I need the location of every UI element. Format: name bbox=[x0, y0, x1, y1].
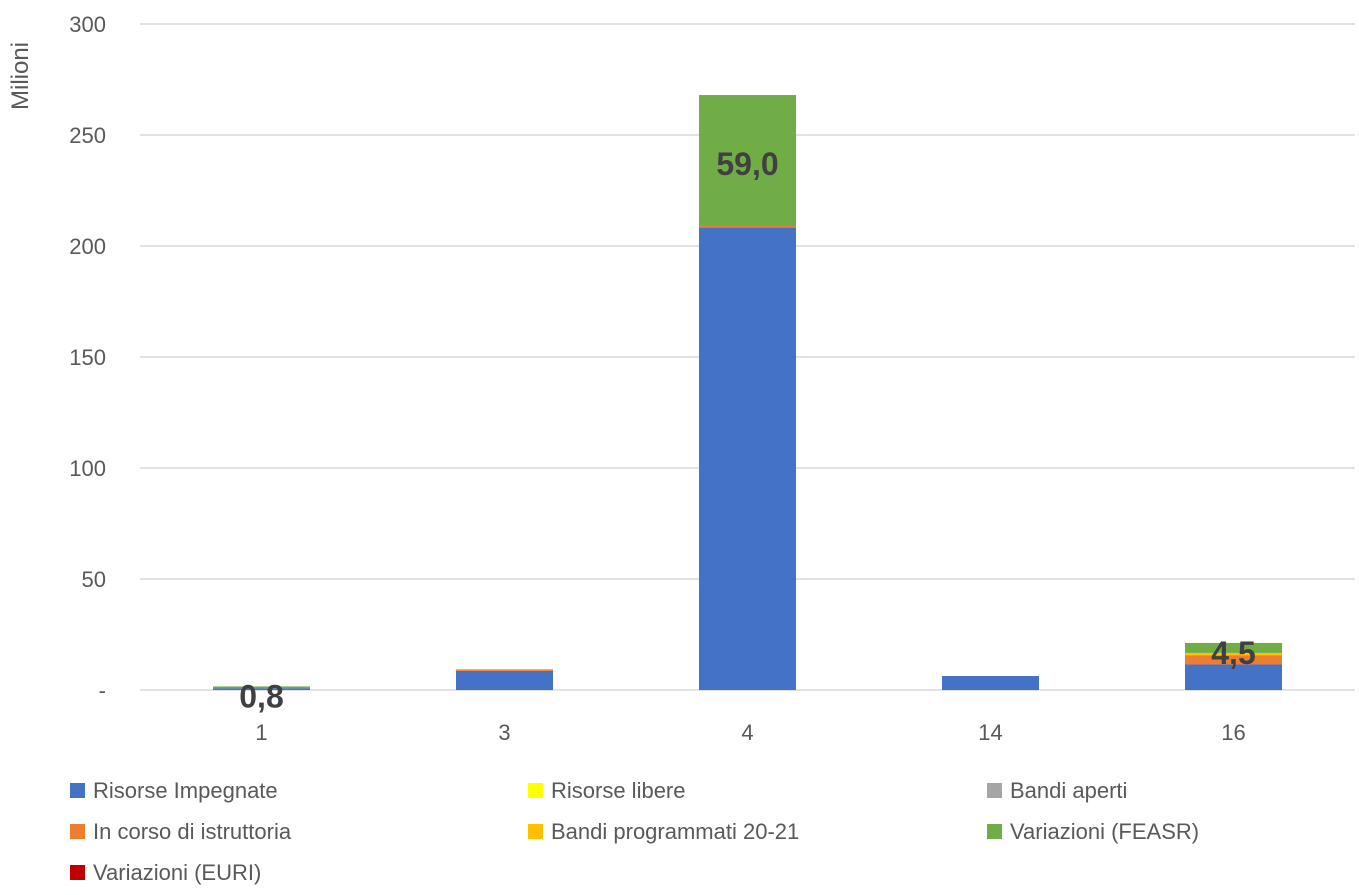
legend-swatch-in-corso-di-istruttoria bbox=[70, 824, 85, 839]
y-tick-label: 250 bbox=[69, 123, 106, 148]
bar-4-variazioni-feasr bbox=[699, 95, 796, 227]
legend-label: Bandi aperti bbox=[1010, 778, 1127, 803]
legend-label: Risorse libere bbox=[551, 778, 686, 803]
bar-3-in-corso-di-istruttoria bbox=[456, 669, 553, 671]
y-tick-label: 50 bbox=[82, 567, 106, 592]
legend-item-variazioni-feasr: Variazioni (FEASR) bbox=[987, 819, 1199, 844]
y-tick-label: 300 bbox=[69, 12, 106, 37]
legend-swatch-bandi-programmati-20-21 bbox=[528, 824, 543, 839]
axes: - 50 100 150 200 250 300 Milioni 1 3 4 14 16 bbox=[7, 12, 1246, 745]
bar-4-risorse-impegnate bbox=[699, 227, 796, 690]
data-label-1: 0,8 bbox=[239, 678, 283, 714]
legend-swatch-risorse-libere bbox=[528, 783, 543, 798]
x-tick-label-14: 14 bbox=[978, 720, 1002, 745]
bar-1-risorse-impegnate bbox=[213, 688, 310, 690]
legend-swatch-variazioni-feasr bbox=[987, 824, 1002, 839]
legend-swatch-risorse-impegnate bbox=[70, 783, 85, 798]
y-tick-label: 200 bbox=[69, 234, 106, 259]
legend: Risorse Impegnate Risorse libere Bandi ape… bbox=[70, 778, 1199, 885]
y-tick-label: - bbox=[99, 678, 106, 703]
x-tick-label-3: 3 bbox=[498, 720, 510, 745]
data-labels: 0,8 59,0 4,5 bbox=[239, 146, 1255, 714]
bar-16-bandi-programmati-20-21 bbox=[1185, 652, 1282, 656]
legend-label: Risorse Impegnate bbox=[93, 778, 278, 803]
x-tick-label-1: 1 bbox=[255, 720, 267, 745]
y-axis-title: Milioni bbox=[7, 42, 34, 110]
bar-3-risorse-impegnate bbox=[456, 670, 553, 690]
legend-item-variazioni-euri: Variazioni (EURI) bbox=[70, 860, 261, 885]
bar-16-risorse-impegnate bbox=[1185, 664, 1282, 690]
legend-swatch-variazioni-euri bbox=[70, 865, 85, 880]
legend-item-in-corso-di-istruttoria: In corso di istruttoria bbox=[70, 819, 292, 844]
y-tick-label: 100 bbox=[69, 456, 106, 481]
bars bbox=[213, 95, 1282, 690]
bar-16-in-corso-di-istruttoria bbox=[1185, 655, 1282, 665]
bar-16-variazioni-feasr bbox=[1185, 642, 1282, 653]
legend-item-risorse-impegnate: Risorse Impegnate bbox=[70, 778, 278, 803]
data-label-16: 4,5 bbox=[1211, 635, 1255, 671]
x-tick-label-16: 16 bbox=[1221, 720, 1245, 745]
bar-1-variazioni-feasr bbox=[213, 686, 310, 689]
legend-label: Bandi programmati 20-21 bbox=[551, 819, 799, 844]
legend-item-bandi-programmati-20-21: Bandi programmati 20-21 bbox=[528, 819, 799, 844]
legend-item-bandi-aperti: Bandi aperti bbox=[987, 778, 1127, 803]
legend-label: Variazioni (FEASR) bbox=[1010, 819, 1199, 844]
legend-label: In corso di istruttoria bbox=[93, 819, 292, 844]
bar-4-in-corso-di-istruttoria bbox=[699, 226, 796, 228]
legend-item-risorse-libere: Risorse libere bbox=[528, 778, 686, 803]
x-tick-label-4: 4 bbox=[741, 720, 753, 745]
legend-label: Variazioni (EURI) bbox=[93, 860, 261, 885]
bar-14-risorse-impegnate bbox=[942, 676, 1039, 690]
legend-swatch-bandi-aperti bbox=[987, 783, 1002, 798]
y-tick-label: 150 bbox=[69, 345, 106, 370]
data-label-4: 59,0 bbox=[716, 146, 778, 182]
